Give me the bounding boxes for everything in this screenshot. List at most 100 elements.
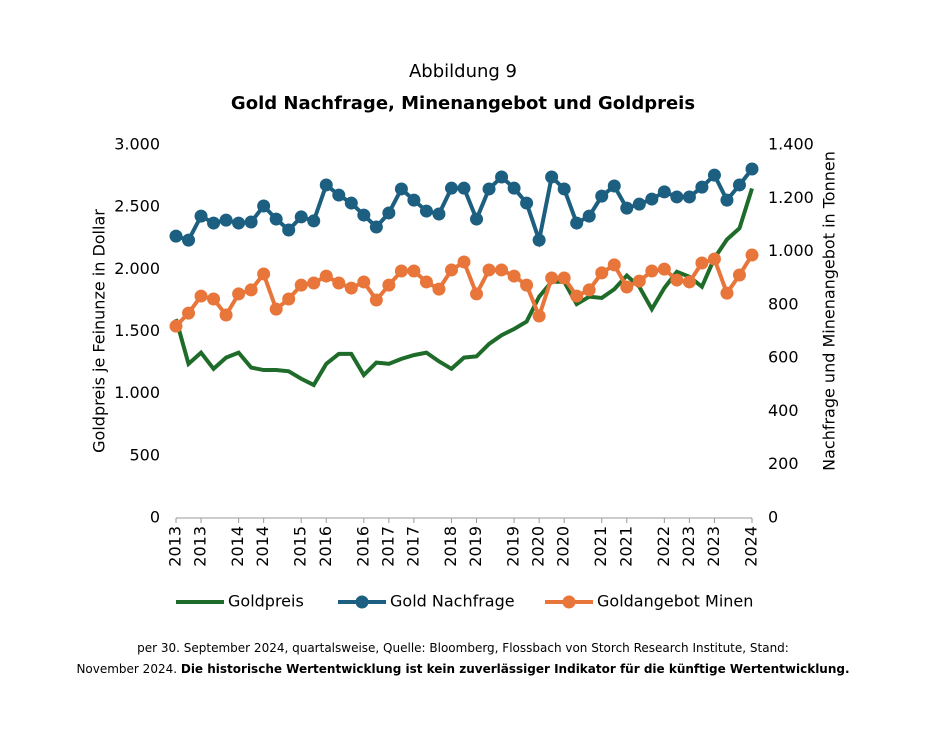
marker xyxy=(244,283,258,297)
marker xyxy=(645,192,659,206)
marker xyxy=(570,289,584,303)
marker xyxy=(194,209,208,223)
marker xyxy=(432,282,446,296)
legend-marker xyxy=(562,595,576,609)
marker xyxy=(319,269,333,283)
y-tick-label: 1.000 xyxy=(114,383,160,402)
y2-tick-label: 600 xyxy=(768,348,799,367)
y-tick-label: 0 xyxy=(150,508,160,527)
marker xyxy=(194,289,208,303)
y2-axis-title: Nachfrage und Minenangebot in Tonnen xyxy=(820,151,839,471)
marker xyxy=(620,201,634,215)
marker xyxy=(282,223,296,237)
x-tick-label: 2020 xyxy=(529,526,548,567)
marker xyxy=(319,178,333,192)
marker xyxy=(257,199,271,213)
y-tick-label: 2.500 xyxy=(114,197,160,216)
marker xyxy=(620,280,634,294)
marker xyxy=(557,271,571,285)
y-tick-label: 3.000 xyxy=(114,135,160,154)
marker xyxy=(520,278,534,292)
note-line: November 2024. xyxy=(76,662,178,676)
x-tick-label: 2016 xyxy=(353,526,372,567)
marker xyxy=(444,263,458,277)
marker xyxy=(294,278,308,292)
legend-label: Goldangebot Minen xyxy=(597,592,753,611)
marker xyxy=(207,292,221,306)
marker xyxy=(219,213,233,227)
marker xyxy=(269,302,283,316)
footnote: per 30. September 2024, quartalsweise, Q… xyxy=(0,641,926,655)
marker xyxy=(695,180,709,194)
marker xyxy=(607,179,621,193)
marker xyxy=(182,306,196,320)
marker xyxy=(495,170,509,184)
y-axis-title: Goldpreis je Feinunze in Dollar xyxy=(90,209,109,453)
marker xyxy=(169,319,183,333)
y2-tick-label: 400 xyxy=(768,401,799,420)
legend-marker xyxy=(355,595,369,609)
marker xyxy=(182,233,196,247)
marker xyxy=(332,276,346,290)
marker xyxy=(732,268,746,282)
series-line xyxy=(174,187,754,388)
marker xyxy=(495,263,509,277)
x-tick-label: 2013 xyxy=(166,526,185,567)
marker xyxy=(595,189,609,203)
marker xyxy=(307,214,321,228)
marker xyxy=(457,255,471,269)
marker xyxy=(507,269,521,283)
y2-tick-label: 1.000 xyxy=(768,241,814,260)
marker xyxy=(595,266,609,280)
footnote: November 2024. Die historische Wertentwi… xyxy=(0,662,926,676)
x-tick-label: 2023 xyxy=(679,526,698,567)
marker xyxy=(244,215,258,229)
marker xyxy=(232,287,246,301)
legend-label: Gold Nachfrage xyxy=(390,592,515,611)
marker xyxy=(482,263,496,277)
marker xyxy=(357,275,371,289)
x-tick-label: 2014 xyxy=(228,526,247,567)
marker xyxy=(670,190,684,204)
marker xyxy=(557,182,571,196)
x-tick-label: 2019 xyxy=(466,526,485,567)
marker xyxy=(419,204,433,218)
marker xyxy=(232,216,246,230)
marker xyxy=(207,216,221,230)
y-tick-label: 500 xyxy=(129,445,160,464)
marker xyxy=(657,185,671,199)
marker xyxy=(470,212,484,226)
marker xyxy=(407,193,421,207)
marker xyxy=(720,193,734,207)
x-tick-label: 2021 xyxy=(591,526,610,567)
y2-tick-label: 0 xyxy=(768,508,778,527)
y2-tick-label: 1.400 xyxy=(768,135,814,154)
marker xyxy=(382,206,396,220)
marker xyxy=(394,264,408,278)
marker xyxy=(570,216,584,230)
y2-tick-label: 800 xyxy=(768,294,799,313)
marker xyxy=(307,276,321,290)
legend-label: Goldpreis xyxy=(228,592,304,611)
marker xyxy=(682,190,696,204)
marker xyxy=(470,287,484,301)
x-tick-label: 2017 xyxy=(378,526,397,567)
marker xyxy=(419,275,433,289)
marker xyxy=(745,248,759,262)
marker xyxy=(520,196,534,210)
marker xyxy=(607,258,621,272)
disclaimer: Die historische Wertentwicklung ist kein… xyxy=(180,662,850,676)
marker xyxy=(369,293,383,307)
x-tick-label: 2018 xyxy=(441,526,460,567)
marker xyxy=(707,168,721,182)
x-tick-label: 2019 xyxy=(504,526,523,567)
y2-tick-label: 1.200 xyxy=(768,188,814,207)
marker xyxy=(545,271,559,285)
note-line: per 30. September 2024, quartalsweise, Q… xyxy=(137,641,789,655)
marker xyxy=(582,209,596,223)
marker xyxy=(707,252,721,266)
x-tick-label: 2023 xyxy=(704,526,723,567)
x-tick-label: 2016 xyxy=(316,526,335,567)
x-tick-label: 2022 xyxy=(654,526,673,567)
